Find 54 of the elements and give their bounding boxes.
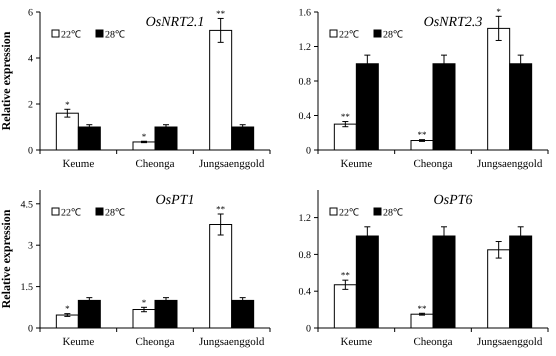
y-tick-label: 2 [28,100,33,110]
y-tick-label: 0.4 [298,286,311,298]
x-tick-label: Cheonga [413,336,453,348]
legend-label: 28℃ [105,208,125,218]
annotation: * [142,297,147,308]
y-tick-label: 0 [28,146,33,156]
x-tick-label: Cheonga [135,158,175,170]
y-tick-label: 0 [28,324,33,334]
y-tick-label: 3 [28,240,33,252]
annotation: ** [418,130,427,140]
annotation: ** [418,303,427,314]
legend-label: 22℃ [61,208,81,218]
chart-title: OsNRT2.3 [424,15,482,30]
y-tick-label: 1.6 [298,8,311,18]
x-tick-label: Jungsaenggold [198,158,265,170]
legend-label: 28℃ [383,30,403,40]
y-axis-title: Relative expression [0,209,13,308]
annotation: ** [216,8,226,18]
annotation: * [65,99,70,110]
annotation: ** [340,270,350,280]
annotation: * [142,131,147,142]
y-tick-label: 6 [28,8,33,18]
x-tick-label: Keume [62,336,94,348]
chart-title: OsPT1 [156,193,194,208]
y-tick-label: 0.8 [298,76,311,88]
legend-label: 22℃ [61,30,81,40]
y-tick-label: 4 [28,54,33,64]
chart-title: OsPT6 [434,193,472,208]
x-tick-label: Jungsaenggold [476,158,543,170]
annotation: * [65,304,70,314]
y-tick-label: 1.2 [298,213,311,224]
x-tick-label: Cheonga [413,158,453,170]
chart-title: OsNRT2.1 [146,15,204,30]
y-tick-label: 0.8 [298,250,311,261]
y-tick-label: 4.5 [20,199,33,210]
annotation: ** [216,204,226,214]
y-tick-label: 1.5 [20,282,33,294]
annotation: ** [340,112,350,122]
legend-label: 28℃ [383,208,403,218]
legend-label: 22℃ [339,208,359,218]
x-tick-label: Keume [340,336,372,348]
x-tick-label: Cheonga [135,336,175,348]
annotation: * [496,6,502,16]
x-tick-label: Keume [340,158,372,170]
y-tick-label: 0.4 [298,111,311,122]
x-tick-label: Keume [62,158,94,170]
x-tick-label: Jungsaenggold [476,336,543,348]
y-tick-label: 0 [306,324,311,334]
legend-label: 22℃ [339,30,359,40]
x-tick-label: Jungsaenggold [198,336,265,348]
y-axis-title: Relative expression [0,31,13,130]
y-tick-label: 0 [306,146,311,156]
legend-label: 28℃ [105,30,125,40]
y-tick-label: 1.2 [298,42,311,53]
